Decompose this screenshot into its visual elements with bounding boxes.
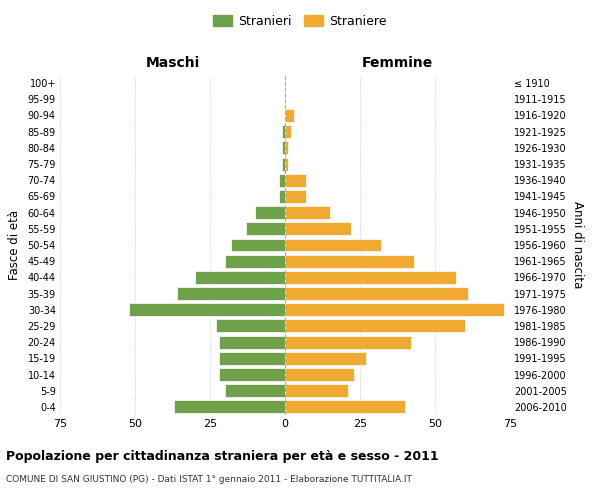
Bar [282, 125, 285, 138]
Bar [129, 304, 285, 316]
Bar [225, 384, 285, 397]
Bar [231, 238, 285, 252]
Bar [279, 174, 285, 186]
Text: Popolazione per cittadinanza straniera per età e sesso - 2011: Popolazione per cittadinanza straniera p… [6, 450, 439, 463]
Y-axis label: Anni di nascita: Anni di nascita [571, 202, 584, 288]
Bar [285, 158, 288, 170]
Bar [225, 254, 285, 268]
Bar [279, 190, 285, 203]
Bar [195, 271, 285, 284]
Bar [285, 271, 456, 284]
Bar [282, 158, 285, 170]
Bar [174, 400, 285, 413]
Legend: Stranieri, Straniere: Stranieri, Straniere [209, 11, 391, 32]
Bar [285, 384, 348, 397]
Bar [177, 287, 285, 300]
Bar [285, 238, 381, 252]
Text: Maschi: Maschi [145, 56, 200, 70]
Bar [219, 368, 285, 381]
Bar [285, 304, 504, 316]
Bar [282, 142, 285, 154]
Bar [285, 174, 306, 186]
Bar [285, 368, 354, 381]
Bar [285, 352, 366, 365]
Text: Femmine: Femmine [362, 56, 433, 70]
Bar [219, 352, 285, 365]
Bar [285, 206, 330, 219]
Bar [246, 222, 285, 235]
Bar [285, 336, 411, 348]
Bar [285, 142, 288, 154]
Bar [285, 254, 414, 268]
Bar [219, 336, 285, 348]
Text: COMUNE DI SAN GIUSTINO (PG) - Dati ISTAT 1° gennaio 2011 - Elaborazione TUTTITAL: COMUNE DI SAN GIUSTINO (PG) - Dati ISTAT… [6, 475, 412, 484]
Bar [255, 206, 285, 219]
Bar [285, 109, 294, 122]
Bar [285, 400, 405, 413]
Bar [216, 320, 285, 332]
Bar [285, 222, 351, 235]
Bar [285, 125, 291, 138]
Y-axis label: Fasce di età: Fasce di età [8, 210, 20, 280]
Bar [285, 287, 468, 300]
Bar [285, 320, 465, 332]
Bar [285, 190, 306, 203]
